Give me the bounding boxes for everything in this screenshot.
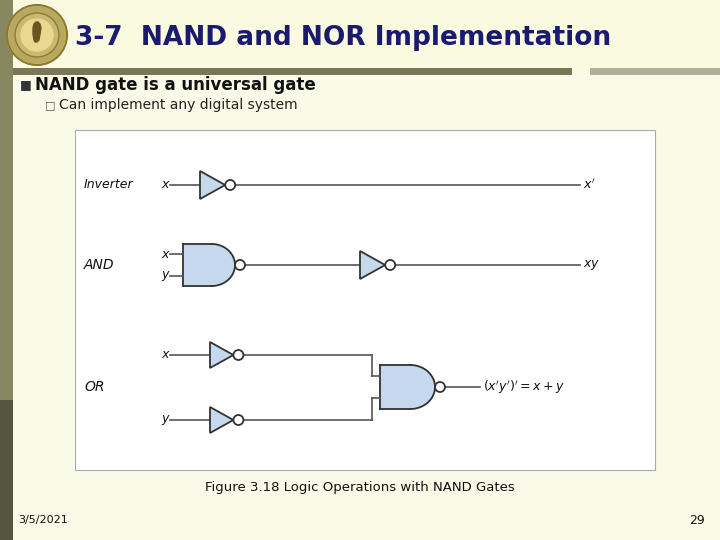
- Text: Can implement any digital system: Can implement any digital system: [59, 98, 297, 112]
- Text: 3-7  NAND and NOR Implementation: 3-7 NAND and NOR Implementation: [75, 25, 611, 51]
- Text: $x$: $x$: [161, 178, 171, 191]
- Text: OR: OR: [84, 380, 104, 394]
- Text: 3/5/2021: 3/5/2021: [18, 515, 68, 525]
- Text: □: □: [45, 100, 55, 110]
- Text: $(x'y')' = x + y$: $(x'y')' = x + y$: [483, 378, 564, 396]
- Bar: [0, 0, 720, 70]
- Polygon shape: [33, 22, 41, 42]
- Text: Inverter: Inverter: [84, 179, 134, 192]
- Text: ■: ■: [20, 78, 32, 91]
- Bar: [590, 68, 720, 75]
- Text: $xy$: $xy$: [583, 258, 600, 272]
- Bar: [12, 68, 572, 75]
- Text: $y$: $y$: [161, 413, 171, 427]
- Circle shape: [21, 19, 53, 51]
- Bar: [0, 0, 13, 540]
- Text: Figure 3.18 Logic Operations with NAND Gates: Figure 3.18 Logic Operations with NAND G…: [205, 482, 515, 495]
- Bar: [75, 130, 655, 470]
- Text: $y$: $y$: [161, 269, 171, 283]
- Text: $x$: $x$: [161, 348, 171, 361]
- Circle shape: [9, 7, 65, 63]
- Circle shape: [15, 13, 59, 57]
- Text: $x$: $x$: [161, 247, 171, 260]
- Circle shape: [225, 180, 235, 190]
- Bar: [0, 400, 13, 540]
- Polygon shape: [210, 407, 233, 433]
- Polygon shape: [200, 171, 225, 199]
- Text: 29: 29: [689, 514, 705, 526]
- Polygon shape: [183, 244, 235, 286]
- Circle shape: [435, 382, 445, 392]
- Polygon shape: [360, 251, 385, 279]
- Text: NAND gate is a universal gate: NAND gate is a universal gate: [35, 76, 316, 94]
- Circle shape: [233, 415, 243, 425]
- Text: $x'$: $x'$: [583, 178, 595, 192]
- Circle shape: [235, 260, 245, 270]
- Circle shape: [7, 5, 67, 65]
- Text: AND: AND: [84, 258, 114, 272]
- Polygon shape: [210, 342, 233, 368]
- Polygon shape: [380, 365, 435, 409]
- Circle shape: [233, 350, 243, 360]
- Circle shape: [385, 260, 395, 270]
